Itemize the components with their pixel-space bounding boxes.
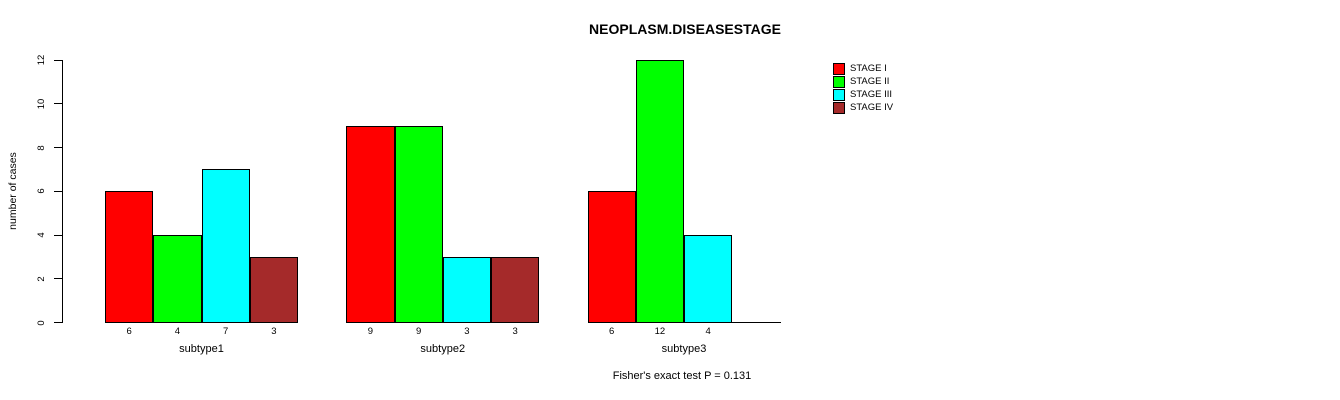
y-tick-mark — [54, 190, 62, 192]
y-tick-mark — [54, 322, 62, 323]
chart-title: NEOPLASM.DISEASESTAGE — [589, 21, 781, 37]
bar-subtype1-stage-iii — [201, 169, 250, 323]
legend-item: STAGE I — [833, 63, 893, 76]
bar-subtype2-stage-iii — [442, 256, 491, 323]
bar-subtype3-stage-iii — [684, 235, 733, 323]
legend-swatch — [833, 101, 845, 114]
y-tick-mark — [54, 278, 62, 280]
y-tick-label: 6 — [36, 188, 47, 194]
y-axis-line — [62, 60, 63, 323]
bar-value-label: 3 — [512, 326, 518, 337]
legend-label: STAGE I — [850, 63, 887, 75]
bar-subtype1-stage-ii — [153, 235, 202, 323]
legend-item: STAGE IV — [833, 101, 893, 114]
bar-value-label: 3 — [464, 326, 470, 337]
legend-swatch — [833, 63, 845, 76]
y-tick-label: 0 — [36, 319, 47, 326]
legend-label: STAGE II — [850, 76, 890, 88]
bar-subtype2-stage-iv — [491, 256, 540, 323]
bar-value-label: 4 — [705, 326, 711, 337]
bar-subtype1-stage-iv — [249, 256, 298, 323]
y-tick-label: 2 — [36, 276, 47, 282]
y-tick-mark — [54, 147, 62, 148]
y-tick-label: 12 — [36, 54, 47, 66]
bar-value-label: 12 — [654, 326, 666, 337]
bar-subtype2-stage-i — [346, 125, 395, 323]
legend-label: STAGE IV — [850, 101, 894, 113]
bar-subtype3-stage-ii — [635, 60, 684, 323]
y-tick-label: 10 — [36, 98, 47, 110]
annotation-text: Fisher's exact test P = 0.131 — [612, 370, 752, 382]
y-axis-title: number of cases — [7, 152, 19, 230]
legend-item: STAGE II — [833, 76, 893, 89]
y-tick-mark — [54, 103, 62, 105]
x-category-label: subtype1 — [179, 343, 224, 355]
y-tick-mark — [54, 234, 62, 236]
x-category-label: subtype2 — [420, 343, 466, 355]
bar-value-label: 9 — [367, 326, 374, 337]
legend: STAGE I STAGE II STAGE III STAGE IV — [833, 63, 893, 114]
bar-subtype3-stage-iv-zero — [732, 321, 781, 323]
bar-subtype1-stage-i — [105, 191, 154, 323]
legend-swatch — [833, 88, 845, 101]
bar-value-label: 7 — [222, 326, 229, 337]
legend-label: STAGE III — [850, 88, 893, 100]
y-tick-mark — [54, 59, 62, 61]
bar-value-label: 6 — [126, 326, 132, 337]
x-category-label: subtype3 — [661, 343, 707, 355]
bar-value-label: 6 — [608, 326, 615, 337]
bar-subtype3-stage-i — [587, 191, 636, 323]
y-tick-label: 8 — [36, 144, 47, 151]
bar-value-label: 4 — [174, 326, 181, 337]
bar-value-label: 9 — [415, 326, 422, 337]
legend-item: STAGE III — [833, 88, 893, 102]
bar-value-label: 3 — [271, 326, 277, 337]
y-tick-label: 4 — [36, 232, 47, 238]
legend-swatch — [833, 76, 845, 89]
bar-subtype2-stage-ii — [394, 125, 443, 323]
